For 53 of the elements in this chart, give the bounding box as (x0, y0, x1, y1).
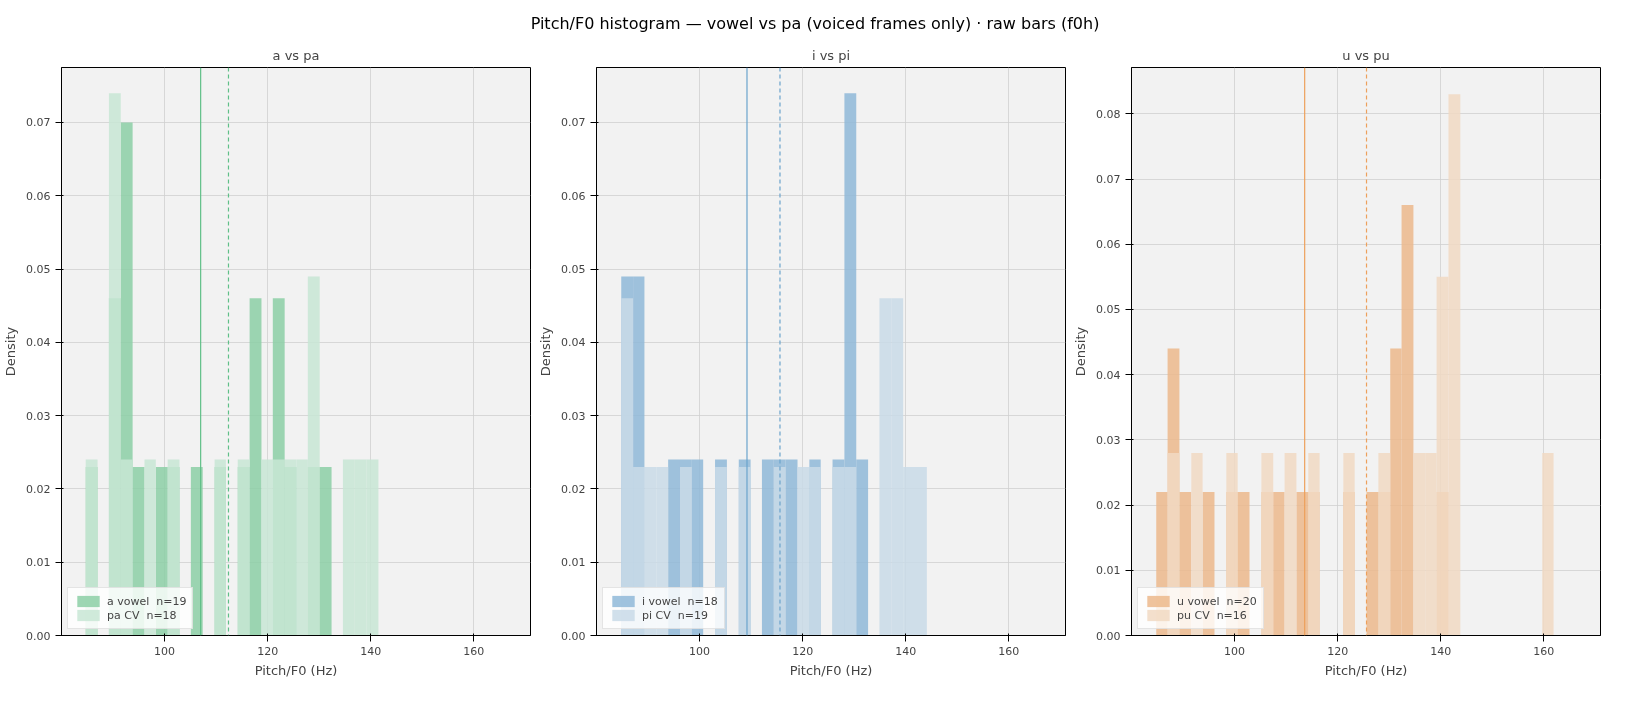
x-tick-label: 140 (1430, 644, 1452, 658)
y-tick-label: 0.04 (26, 336, 51, 350)
chart-title: u vs pu (1342, 47, 1390, 63)
y-tick-label: 0.02 (1096, 499, 1121, 513)
x-axis-title: Pitch/F0 (Hz) (1324, 662, 1408, 678)
y-tick-label: 0.05 (26, 263, 51, 277)
x-tick-label: 140 (895, 644, 917, 658)
legend-label: a vowel n=19 (107, 594, 187, 608)
y-tick-label: 0.00 (1096, 629, 1121, 643)
x-tick-label: 120 (792, 644, 814, 658)
text: Pitch/F0 histogram — vowel vs pa (voiced frames only) · raw bars (f0h) (530, 13, 1100, 35)
x-tick-label: 120 (1327, 644, 1349, 658)
y-tick-label: 0.02 (26, 482, 51, 496)
x-axis-title: Pitch/F0 (Hz) (254, 662, 338, 678)
x-tick-label: 160 (463, 644, 485, 658)
x-tick-label: 120 (257, 644, 279, 658)
y-axis-title: Density (1073, 326, 1089, 377)
y-tick-label: 0.05 (1096, 303, 1121, 317)
legend-label: i vowel n=18 (642, 594, 718, 608)
y-tick-label: 0.03 (561, 409, 586, 423)
x-tick-label: 160 (1533, 644, 1555, 658)
x-tick-label: 160 (998, 644, 1020, 658)
chart-title: i vs pi (811, 47, 851, 63)
y-tick-label: 0.07 (26, 116, 51, 130)
y-tick-label: 0.07 (561, 116, 586, 130)
y-tick-label: 0.06 (561, 189, 586, 203)
legend-label: pa CV n=18 (107, 608, 177, 622)
y-tick-label: 0.03 (26, 409, 51, 423)
y-tick-label: 0.00 (26, 629, 51, 643)
y-axis-title: Density (538, 326, 554, 377)
y-axis-title: Density (3, 326, 19, 377)
y-tick-label: 0.07 (1096, 173, 1121, 187)
y-tick-label: 0.03 (1096, 433, 1121, 447)
y-tick-label: 0.04 (561, 336, 586, 350)
x-tick-label: 100 (154, 644, 176, 658)
y-tick-label: 0.05 (561, 263, 586, 277)
y-tick-label: 0.04 (1096, 368, 1121, 382)
x-axis-title: Pitch/F0 (Hz) (789, 662, 873, 678)
chart-title: a vs pa (272, 47, 320, 63)
legend-label: u vowel n=20 (1177, 594, 1257, 608)
y-tick-label: 0.01 (26, 556, 51, 570)
x-tick-label: 100 (689, 644, 711, 658)
legend-label: pu CV n=16 (1177, 608, 1247, 622)
x-tick-label: 140 (360, 644, 382, 658)
y-tick-label: 0.08 (1096, 107, 1121, 121)
x-tick-label: 100 (1224, 644, 1246, 658)
y-tick-label: 0.06 (1096, 238, 1121, 252)
y-tick-label: 0.00 (561, 629, 586, 643)
y-tick-label: 0.01 (1096, 564, 1121, 578)
y-tick-label: 0.02 (561, 482, 586, 496)
legend-label: pi CV n=19 (642, 608, 708, 622)
y-tick-label: 0.06 (26, 189, 51, 203)
y-tick-label: 0.01 (561, 556, 586, 570)
